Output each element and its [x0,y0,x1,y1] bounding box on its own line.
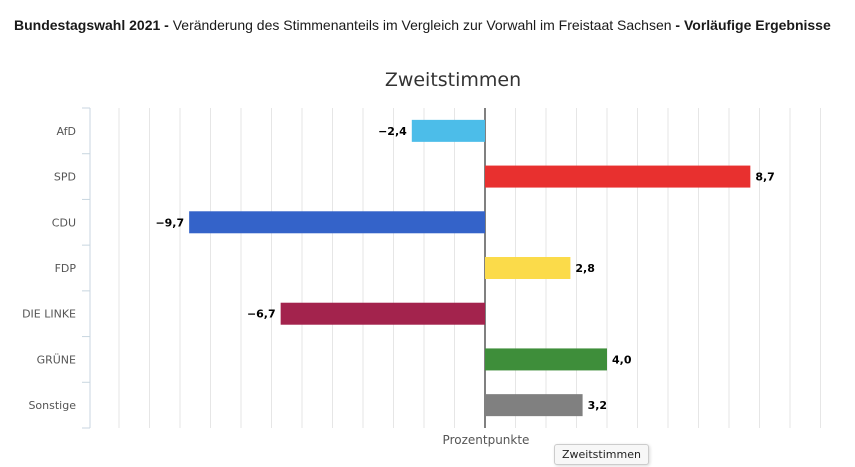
bar-sonstige[interactable] [485,394,583,417]
category-label: GRÜNE [37,353,76,366]
category-label: SPD [54,171,76,184]
axes [82,107,486,429]
grid-lines [118,108,821,428]
bar-cdu[interactable] [189,211,485,234]
data-label: 4,0 [612,353,632,366]
data-label: −2,4 [378,125,407,138]
data-label: 8,7 [755,171,775,184]
category-label: Sonstige [28,399,76,412]
x-axis-title: Prozentpunkte [443,433,530,447]
header-status: - Vorläufige Ergebnisse [671,17,831,33]
bar-fdp[interactable] [485,257,571,279]
bar-die-linke[interactable] [280,302,485,325]
data-label: −6,7 [247,308,276,321]
chart-title: Zweitstimmen [385,69,521,91]
data-label: −9,7 [155,216,184,229]
page-header: Bundestagswahl 2021 - Veränderung des St… [14,17,849,33]
category-label: AfD [57,125,76,138]
category-label: FDP [55,262,77,275]
header-description: Veränderung des Stimmenanteils im Vergle… [172,17,672,33]
bar-afd[interactable] [411,119,485,142]
header-election: Bundestagswahl 2021 - [14,17,173,33]
data-label: 2,8 [575,262,595,275]
bars [189,119,751,417]
category-label: DIE LINKE [22,308,76,321]
tooltip: Zweitstimmen [554,444,649,465]
bar-gr-ne[interactable] [485,348,607,371]
category-label: CDU [52,216,76,229]
labels: AfD −2,4 SPD 8,7 CDU −9,7 FDP 2,8 DIE LINKE −6,7 G… [22,125,775,412]
bar-spd[interactable] [485,165,751,188]
data-label: 3,2 [588,399,608,412]
